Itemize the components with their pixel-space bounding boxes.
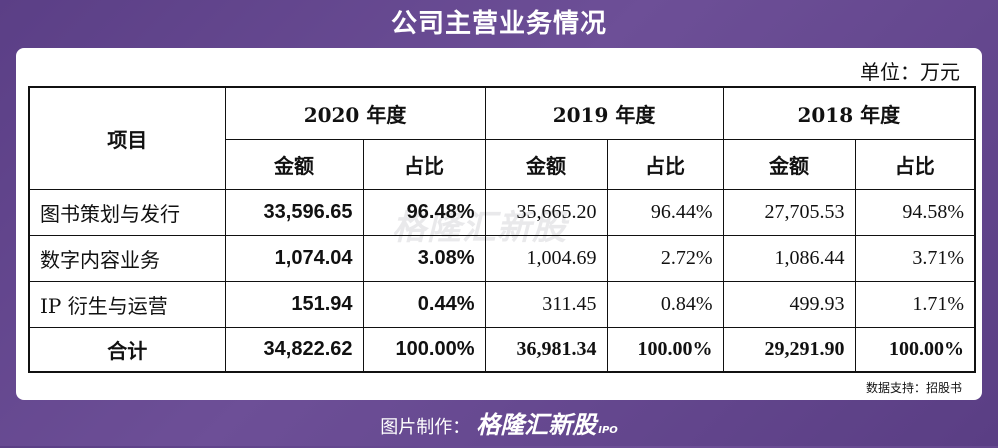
cell: 100.00% [362,326,486,373]
cell: 96.44% [606,188,724,236]
table-row: 图书策划与发行 33,596.65 96.48% 35,665.20 96.44… [28,188,976,236]
share-header: 占比 [854,138,976,190]
cell: 29,291.90 [722,326,856,373]
cell: 2.72% [606,234,724,282]
cell: 36,981.34 [484,326,608,373]
footer-prefix: 图片制作： [380,417,471,438]
row-item: 图书策划与发行 [28,188,226,236]
cell: 3.08% [362,234,486,282]
item-header: 项目 [28,86,226,190]
cell: 1,004.69 [484,234,608,282]
cell: 0.44% [362,280,486,328]
cell: 33,596.65 [224,188,364,236]
cell: 1,074.04 [224,234,364,282]
table-row: 数字内容业务 1,074.04 3.08% 1,004.69 2.72% 1,0… [28,234,976,282]
page-title: 公司主营业务情况 [390,9,607,39]
footer-ipo-mark: IPO [598,425,618,436]
cell: 1.71% [854,280,976,328]
total-label: 合计 [28,326,226,373]
amount-header: 金额 [484,138,608,190]
cell: 100.00% [606,326,724,373]
unit-label: 单位：万元 [860,60,960,84]
cell: 27,705.53 [722,188,856,236]
amount-header: 金额 [224,138,364,190]
business-table: 项目 2020 年度 2019 年度 2018 年度 金额 占比 金额 占比 金… [28,86,977,373]
cell: 0.84% [606,280,724,328]
content-panel: 单位：万元 格隆汇新股 项目 2020 年度 2019 年度 2018 年度 金… [16,48,982,400]
cell: 1,086.44 [722,234,856,282]
table-row: IP 衍生与运营 151.94 0.44% 311.45 0.84% 499.9… [28,280,976,328]
cell: 96.48% [362,188,486,236]
cell: 499.93 [722,280,856,328]
total-row: 合计 34,822.62 100.00% 36,981.34 100.00% 2… [28,326,976,373]
cell: 3.71% [854,234,976,282]
row-item: IP 衍生与运营 [28,280,226,328]
cell: 151.94 [224,280,364,328]
share-header: 占比 [606,138,724,190]
amount-header: 金额 [722,138,856,190]
year-header: 2019 年度 [484,86,724,140]
cell: 311.45 [484,280,608,328]
source-note: 数据支持：招股书 [865,381,962,395]
row-item: 数字内容业务 [28,234,226,282]
share-header: 占比 [362,138,486,190]
cell: 94.58% [854,188,976,236]
cell: 100.00% [854,326,976,373]
cell: 34,822.62 [224,326,364,373]
year-header: 2018 年度 [722,86,976,140]
year-header: 2020 年度 [224,86,486,140]
footer-brand-logo: 格隆汇新股 [476,411,597,439]
footer: 图片制作： 格隆汇新股 IPO [0,408,998,442]
cell: 35,665.20 [484,188,608,236]
